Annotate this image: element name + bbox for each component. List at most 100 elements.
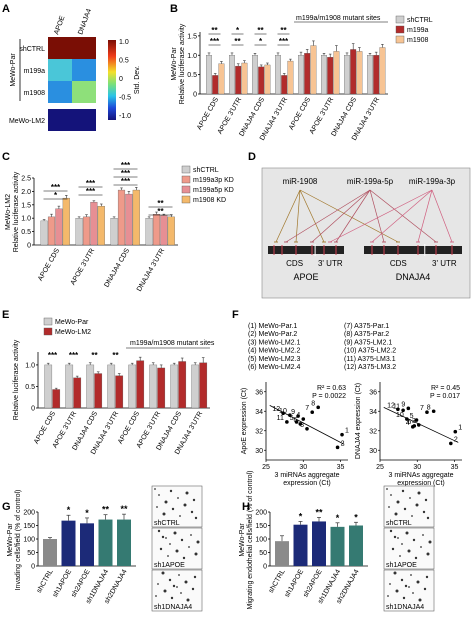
y-axis-label: ApoE expression (Ct) bbox=[241, 388, 248, 455]
mirna-label: miR-199a-3p bbox=[409, 177, 456, 186]
y-tick-label: 100 bbox=[23, 537, 35, 544]
micrograph bbox=[151, 485, 203, 528]
cell-dot bbox=[193, 575, 197, 579]
scatter-point bbox=[285, 420, 289, 424]
x-tick-label: APOE CDS bbox=[33, 410, 57, 445]
bar bbox=[157, 367, 166, 409]
bar bbox=[344, 55, 350, 95]
stat-label: P = 0.0022 bbox=[312, 393, 346, 400]
scatter-point bbox=[406, 406, 411, 411]
colorbar-tick: -0.5 bbox=[119, 95, 131, 102]
legend-swatch bbox=[181, 195, 191, 204]
targeting-arrow bbox=[275, 189, 301, 243]
y-axis-label: Invading cells/field (% of control) bbox=[15, 490, 22, 591]
scatter-point bbox=[335, 445, 340, 450]
scatter-point bbox=[288, 413, 292, 417]
bracket-label: m199a/m1908 mutant sites bbox=[130, 340, 215, 347]
cell-dot bbox=[182, 556, 186, 560]
sig-marker: * bbox=[354, 512, 358, 522]
panel-label: C bbox=[2, 151, 10, 163]
point-label: 7 bbox=[420, 405, 424, 412]
bar bbox=[107, 364, 116, 409]
panel-label: B bbox=[170, 3, 178, 15]
bar bbox=[206, 55, 212, 95]
cell-dot bbox=[426, 552, 430, 556]
point-label: 6 bbox=[293, 417, 297, 424]
sig-marker: *** bbox=[279, 37, 289, 46]
colorbar-tick: 1.0 bbox=[119, 39, 129, 46]
heatmap-col-label: DNAJA4 bbox=[77, 8, 93, 36]
targeting-arrow bbox=[295, 189, 301, 243]
cell-dot bbox=[196, 540, 200, 544]
y-axis-label: MeWo-Par bbox=[7, 523, 14, 557]
cell-dot bbox=[400, 578, 404, 582]
y-tick-label: 150 bbox=[23, 523, 35, 530]
bar bbox=[44, 364, 53, 409]
legend-entry: (5) MeWo-LM2.3 bbox=[248, 356, 300, 363]
bar bbox=[379, 47, 386, 95]
gene-label: APOE bbox=[293, 272, 318, 282]
sig-marker: *** bbox=[210, 37, 220, 46]
targeting-arrow bbox=[431, 189, 453, 243]
bar bbox=[356, 51, 363, 95]
sig-marker: ** bbox=[315, 507, 323, 517]
stat-label: R² = 0.45 bbox=[431, 385, 460, 392]
sig-marker: *** bbox=[121, 161, 131, 170]
cell-dot bbox=[402, 596, 406, 600]
micrograph-label: sh1APOE bbox=[154, 562, 185, 569]
targeting-arrow bbox=[335, 189, 371, 243]
cell-dot bbox=[425, 575, 429, 579]
cell-dot bbox=[404, 584, 408, 588]
heatmap-row-label: MeWo-LM2 bbox=[9, 118, 45, 125]
cell-dot bbox=[390, 494, 392, 496]
bar bbox=[350, 49, 357, 95]
bar bbox=[62, 197, 70, 246]
legend-entry: (12) A375-LM3.2 bbox=[344, 364, 396, 371]
cell-dot bbox=[396, 500, 400, 504]
scatter-point bbox=[305, 427, 309, 431]
cell-dot bbox=[168, 578, 172, 582]
cell-dot bbox=[416, 580, 420, 584]
scatter-point bbox=[412, 424, 417, 428]
cell-dot bbox=[393, 571, 397, 575]
x-tick-label: APOE CDS bbox=[37, 247, 61, 282]
cell-dot bbox=[158, 494, 160, 496]
bracket-label: m199a/m1908 mutant sites bbox=[296, 15, 381, 22]
bar bbox=[218, 63, 225, 95]
x-tick-label: shCTRL bbox=[268, 568, 287, 594]
targeting-arrow bbox=[329, 189, 433, 243]
cell-dot bbox=[405, 531, 409, 535]
y-tick-label: 2.5 bbox=[21, 176, 31, 183]
cell-dot bbox=[424, 498, 428, 502]
heatmap-row-label: m1908 bbox=[24, 90, 46, 97]
cell-dot bbox=[412, 592, 414, 594]
bar bbox=[367, 55, 373, 95]
bar bbox=[90, 201, 98, 246]
y-axis-label: Relative luciferase activity bbox=[179, 23, 186, 104]
y-tick-label: 34 bbox=[255, 409, 263, 416]
cell-dot bbox=[171, 507, 175, 511]
cell-dot bbox=[418, 598, 422, 602]
x-tick-label: APOE 3'UTR bbox=[309, 97, 336, 136]
bar bbox=[287, 60, 294, 95]
y-tick-label: 2.0 bbox=[21, 189, 31, 196]
point-label: 7 bbox=[305, 405, 309, 412]
point-label: 12 bbox=[387, 402, 395, 409]
region-label: CDS bbox=[286, 259, 303, 268]
bar bbox=[281, 75, 288, 95]
cell-dot bbox=[157, 529, 161, 533]
bar bbox=[86, 364, 95, 409]
y-tick-label: 30 bbox=[255, 448, 263, 455]
cell-dot bbox=[186, 598, 190, 602]
scatter-point bbox=[414, 418, 419, 422]
bar bbox=[312, 521, 326, 566]
colorbar bbox=[108, 40, 116, 120]
scatter-point bbox=[281, 411, 285, 416]
panel-f-chart: (1) MeWo-Par.1(2) MeWo-Par.2(3) MeWo-LM2… bbox=[241, 323, 462, 487]
scatter-point bbox=[416, 423, 421, 427]
y-tick-label: 0 bbox=[193, 92, 197, 99]
